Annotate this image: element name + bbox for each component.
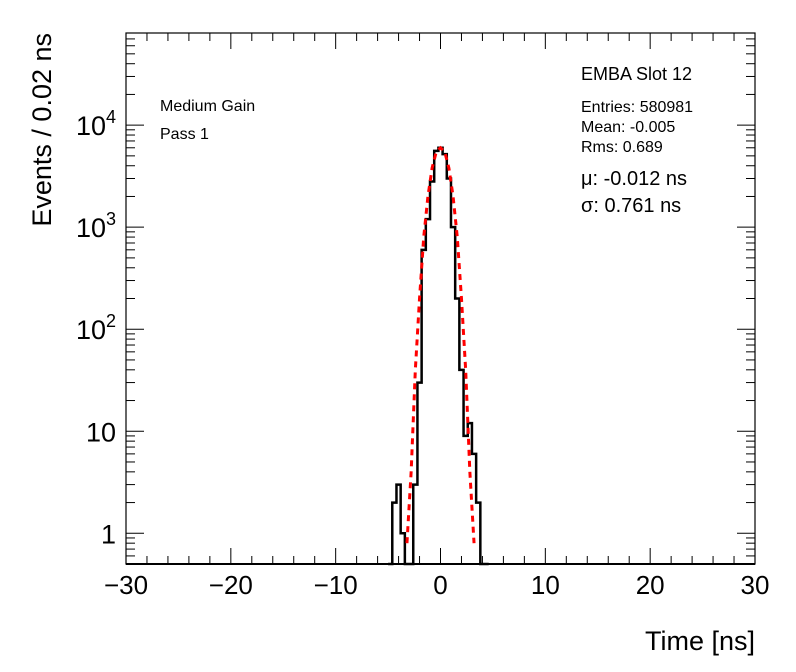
y-tick-label: 10 <box>86 417 116 447</box>
gain-label: Medium Gain <box>160 98 256 115</box>
y-tick-label: 102 <box>76 311 116 345</box>
fit-sigma: σ: 0.761 ns <box>581 195 682 217</box>
series-layer <box>126 145 755 566</box>
x-axis-label: Time [ns] <box>645 626 755 656</box>
x-tick-label: 10 <box>531 570 560 600</box>
x-axis-ticks: −30 −20 −10 0 10 20 30 <box>104 33 770 600</box>
y-tick-label: 104 <box>76 107 116 141</box>
x-tick-label: −30 <box>104 570 148 600</box>
fit-mu: μ: -0.012 ns <box>581 168 688 190</box>
stats-rms: Rms: 0.689 <box>581 139 663 156</box>
x-tick-label: −20 <box>209 570 253 600</box>
y-tick-label: 1 <box>101 519 116 549</box>
x-tick-label: 20 <box>636 570 665 600</box>
y-axis-ticks: 1 10 102 103 104 <box>76 32 755 565</box>
x-tick-label: 30 <box>741 570 770 600</box>
pass-label: Pass 1 <box>160 126 209 143</box>
x-tick-label: 0 <box>433 570 447 600</box>
x-tick-label: −10 <box>314 570 358 600</box>
stats-mean: Mean: -0.005 <box>581 119 676 136</box>
stats-title: EMBA Slot 12 <box>581 64 693 84</box>
y-axis-label: Events / 0.02 ns <box>27 33 57 227</box>
series-fit-curve <box>405 145 476 544</box>
series-data-histogram <box>388 146 489 566</box>
stats-entries: Entries: 580981 <box>581 99 694 116</box>
y-tick-label: 103 <box>76 209 116 243</box>
